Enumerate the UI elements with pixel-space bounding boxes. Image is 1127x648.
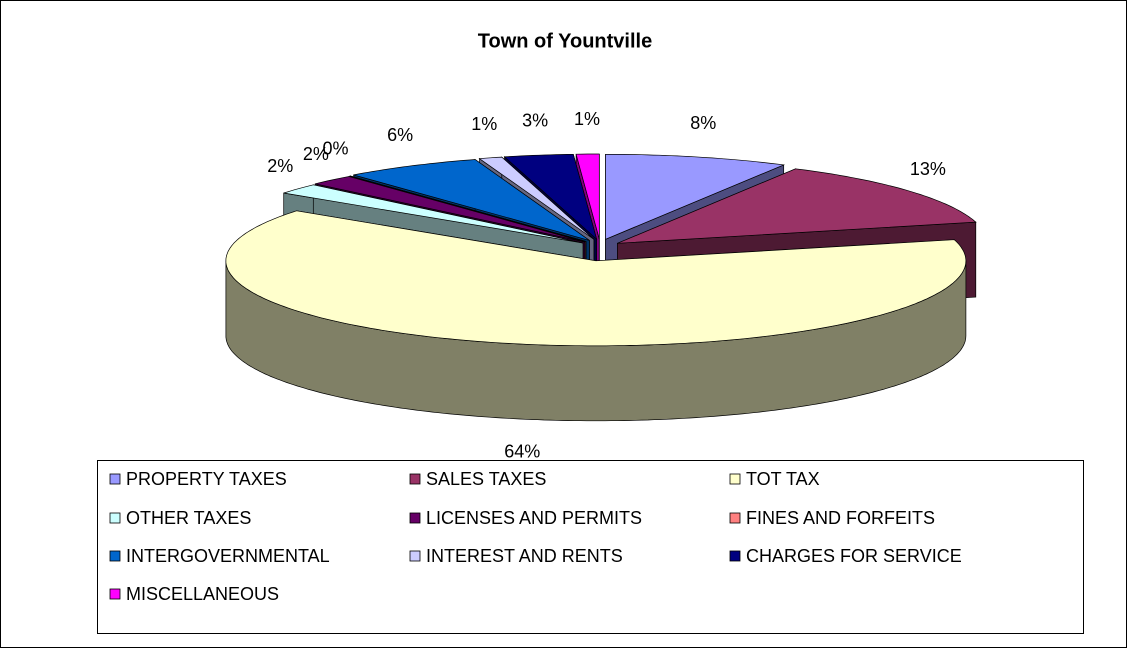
slice bbox=[315, 176, 585, 243]
data-label: 13% bbox=[910, 159, 946, 179]
data-label: 0% bbox=[322, 139, 348, 159]
legend-swatch bbox=[109, 588, 121, 600]
legend-swatch bbox=[729, 512, 741, 524]
legend-swatch bbox=[409, 473, 421, 485]
legend-swatch bbox=[409, 550, 421, 562]
legend-label: PROPERTY TAXES bbox=[126, 469, 287, 489]
slice bbox=[283, 184, 584, 244]
legend-label: TOT TAX bbox=[746, 469, 820, 489]
legend-box bbox=[97, 460, 1084, 634]
data-label: 1% bbox=[574, 109, 600, 129]
legend-swatch bbox=[729, 473, 741, 485]
data-label: 2% bbox=[267, 156, 293, 176]
data-label: 1% bbox=[471, 114, 497, 134]
data-label: 2% bbox=[303, 144, 329, 164]
legend-label: SALES TAXES bbox=[426, 469, 546, 489]
data-label: 3% bbox=[522, 110, 548, 130]
slice bbox=[575, 153, 600, 240]
legend-swatch bbox=[109, 512, 121, 524]
legend-label: MISCELLANEOUS bbox=[126, 584, 279, 604]
data-label: 64% bbox=[504, 441, 540, 461]
slice bbox=[605, 153, 786, 240]
legend-swatch bbox=[409, 512, 421, 524]
data-label: 8% bbox=[690, 113, 716, 133]
legend-label: OTHER TAXES bbox=[126, 508, 251, 528]
slice bbox=[503, 153, 598, 241]
legend-label: INTEREST AND RENTS bbox=[426, 546, 623, 566]
legend-swatch bbox=[109, 550, 121, 562]
legend-label: FINES AND FORFEITS bbox=[746, 508, 935, 528]
legend-label: LICENSES AND PERMITS bbox=[426, 508, 642, 528]
legend-swatch bbox=[109, 473, 121, 485]
legend-swatch bbox=[729, 550, 741, 562]
slice bbox=[617, 168, 977, 244]
slice bbox=[350, 175, 587, 242]
slice bbox=[353, 159, 590, 241]
data-label: 6% bbox=[387, 125, 413, 145]
slice bbox=[225, 210, 967, 347]
chart-title: Town of Yountville bbox=[478, 30, 652, 52]
legend-label: CHARGES FOR SERVICE bbox=[746, 546, 962, 566]
legend-label: INTERGOVERNMENTAL bbox=[126, 546, 330, 566]
slice bbox=[478, 156, 595, 240]
